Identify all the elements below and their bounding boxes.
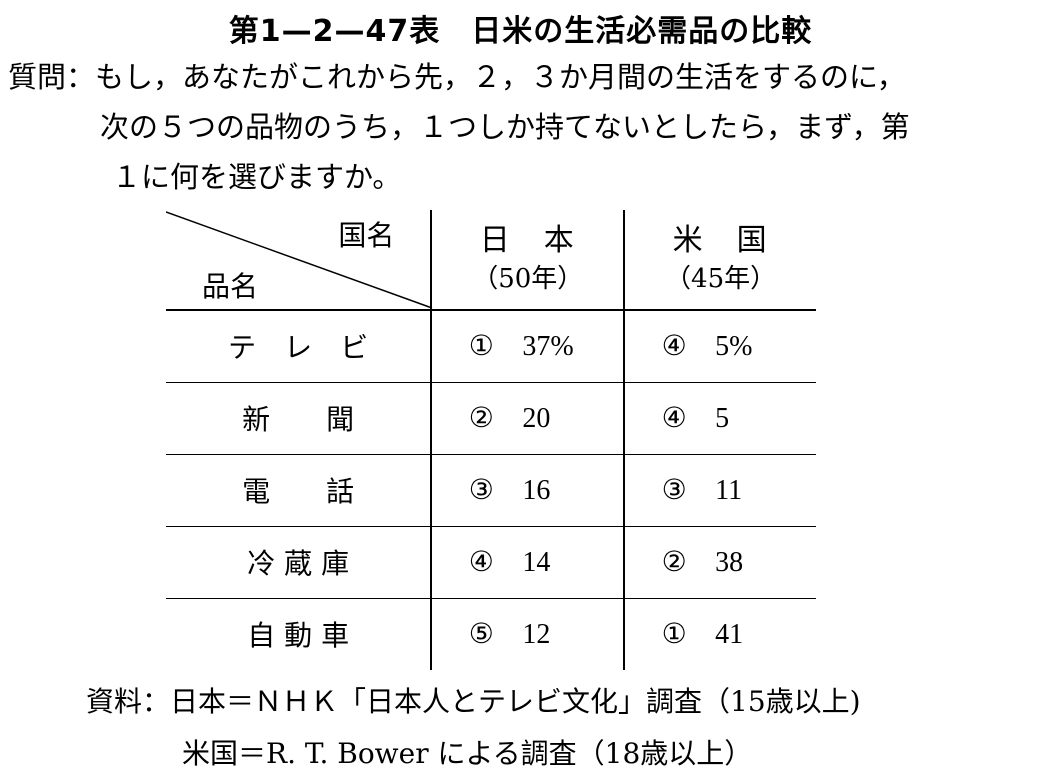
percent-value: 41 — [715, 619, 744, 651]
percent-value: 5% — [715, 331, 753, 363]
table-row: 冷 蔵 庫 ④ 14 ② 38 — [166, 525, 816, 598]
question-line-2: 次の５つの品物のうち，１つしか持てないとしたら，まず，第 — [100, 110, 910, 144]
source-line-2: 米国＝R. T. Bower による調査（18歳以上） — [182, 737, 753, 770]
question-text-1: もし，あなたがこれから先，２，３か月間の生活をするのに， — [95, 60, 906, 94]
item-name: テ レ ビ — [228, 331, 369, 365]
rank-badge: ① — [468, 329, 494, 363]
usa-cell: ① 41 — [623, 597, 816, 670]
item-name: 冷 蔵 庫 — [166, 525, 432, 598]
rank-badge: ② — [661, 545, 687, 578]
rank-badge: ④ — [661, 329, 687, 363]
question-label: 質問： — [8, 60, 96, 94]
table-row: 電 話 ③ 16 ③ 11 — [166, 453, 816, 526]
question-block: 質問：もし，あなたがこれから先，２，３か月間の生活をするのに， 次の５つの品物の… — [8, 52, 1038, 202]
rank-badge: ③ — [661, 473, 687, 506]
percent-value: 20 — [522, 403, 551, 434]
table-row: テ レ ビ ① 37% ④ 5% — [166, 310, 816, 382]
usa-cell: ③ 11 — [623, 453, 816, 526]
usa-cell: ② 38 — [623, 525, 816, 598]
percent-value: 37% — [522, 331, 574, 363]
rank-badge: ② — [468, 401, 494, 434]
rank-badge: ① — [661, 617, 687, 651]
corner-label-country: 国名 — [338, 219, 395, 252]
rank-badge: ④ — [468, 545, 494, 578]
question-line-3: １に何を選びますか。 — [112, 160, 402, 194]
item-name: 新 聞 — [166, 381, 432, 454]
table-row: 自 動 車 ⑤ 12 ① 41 — [166, 597, 816, 670]
column-header-usa: 米 国 （45年） — [623, 210, 816, 310]
rank-badge: ⑤ — [468, 617, 494, 651]
column-year-japan: （50年） — [472, 263, 584, 294]
percent-value: 14 — [522, 547, 551, 578]
column-header-japan: 日 本 （50年） — [430, 210, 625, 310]
percent-value: 38 — [715, 547, 744, 578]
percent-value: 12 — [522, 619, 551, 651]
column-name-japan: 日 本 — [479, 222, 576, 258]
question-line-1: 質問：もし，あなたがこれから先，２，３か月間の生活をするのに， — [8, 52, 1038, 102]
corner-header-cell: 国名 品名 — [166, 210, 433, 310]
comparison-table: 国名 品名 日 本 （50年） 米 国 （45年） テ レ ビ ① 37% ④ 5%… — [166, 210, 816, 670]
japan-cell: ⑤ 12 — [430, 597, 625, 670]
rank-badge: ④ — [661, 401, 687, 434]
source-line-1: 資料：日本＝ＮＨＫ「日本人とテレビ文化」調査（15歳以上) — [86, 685, 861, 718]
table-title: 第1—2—47表 日米の生活必需品の比較 — [228, 14, 813, 49]
rank-badge: ③ — [468, 473, 494, 506]
column-name-usa: 米 国 — [672, 222, 769, 258]
item-name: 電 話 — [166, 453, 432, 526]
corner-label-item: 品名 — [202, 270, 259, 303]
usa-cell: ④ 5% — [623, 310, 816, 382]
source-note: 資料：日本＝ＮＨＫ「日本人とテレビ文化」調査（15歳以上) 米国＝R. T. B… — [86, 676, 861, 780]
japan-cell: ④ 14 — [430, 525, 625, 598]
percent-value: 5 — [715, 403, 730, 434]
percent-value: 16 — [522, 475, 551, 506]
diagonal-divider — [166, 211, 433, 309]
percent-value: 11 — [715, 475, 743, 506]
japan-cell: ② 20 — [430, 381, 625, 454]
japan-cell: ③ 16 — [430, 453, 625, 526]
japan-cell: ① 37% — [430, 310, 625, 382]
table-header-row: 国名 品名 日 本 （50年） 米 国 （45年） — [166, 210, 816, 310]
column-year-usa: （45年） — [665, 263, 777, 294]
item-name: 自 動 車 — [166, 597, 432, 670]
